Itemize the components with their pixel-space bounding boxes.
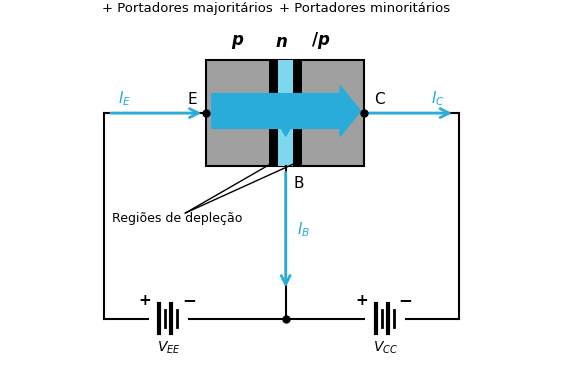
Text: $V_{CC}$: $V_{CC}$ [373, 339, 397, 356]
Text: + Portadores majoritários: + Portadores majoritários [102, 2, 272, 15]
Bar [293, 60, 302, 166]
Text: + Portadores minoritários: + Portadores minoritários [279, 2, 450, 15]
Text: −: − [182, 291, 196, 310]
Text: $\boldsymbol{n}$: $\boldsymbol{n}$ [275, 33, 288, 51]
FancyArrow shape [282, 105, 290, 136]
Text: $\boldsymbol{p}$: $\boldsymbol{p}$ [231, 33, 244, 51]
Text: B: B [293, 176, 303, 192]
Bar [270, 60, 278, 166]
Text: $\boldsymbol{/p}$: $\boldsymbol{/p}$ [311, 30, 330, 51]
Text: C: C [374, 92, 385, 107]
Text: $I_E$: $I_E$ [118, 89, 132, 108]
Text: $I_B$: $I_B$ [297, 221, 310, 239]
Bar [206, 60, 364, 166]
Text: $V_{EE}$: $V_{EE}$ [157, 339, 180, 356]
Text: $I_C$: $I_C$ [431, 89, 445, 108]
Text: +: + [355, 293, 368, 308]
Bar [278, 60, 293, 166]
Text: +: + [138, 293, 151, 308]
Text: −: − [399, 291, 413, 310]
Text: Regiões de depleção: Regiões de depleção [112, 212, 242, 225]
FancyArrow shape [212, 86, 361, 136]
Text: E: E [187, 92, 196, 107]
